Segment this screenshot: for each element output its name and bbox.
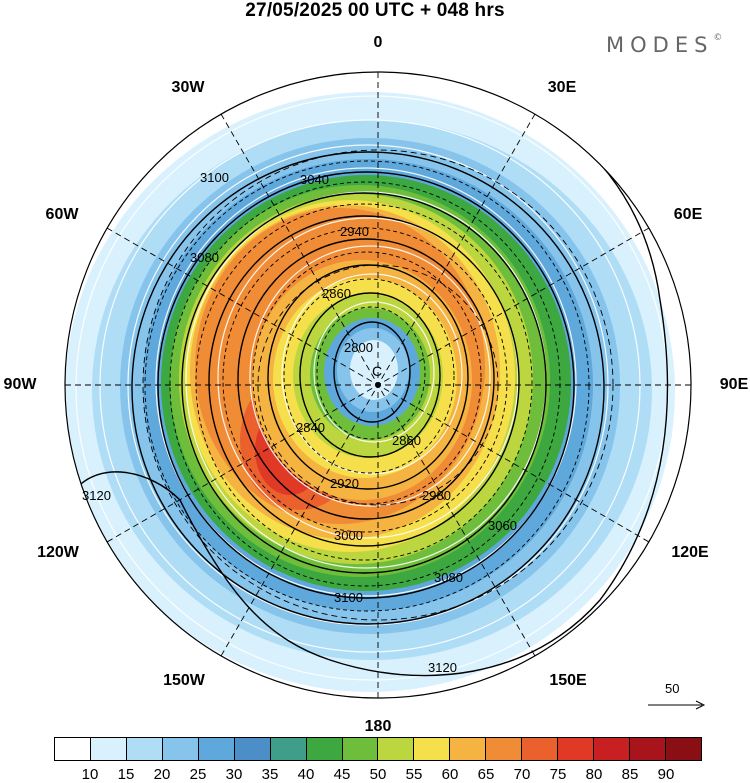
colorbar-swatch bbox=[55, 738, 91, 760]
colorbar-swatch bbox=[162, 738, 199, 760]
contour-label: 3000 bbox=[334, 528, 363, 543]
contour-label: 2800 bbox=[344, 340, 373, 355]
contour-label: 3080 bbox=[434, 570, 463, 585]
contour-value-labels: 3120 3120 3100 3100 3080 3080 3060 3040 … bbox=[82, 170, 517, 675]
colorbar-swatch bbox=[90, 738, 127, 760]
colorbar bbox=[54, 737, 702, 761]
contour-label: 3100 bbox=[334, 590, 363, 605]
colorbar-label: 85 bbox=[621, 766, 639, 783]
brand-logo: MODES© bbox=[606, 33, 722, 57]
colorbar-label: 55 bbox=[405, 766, 423, 783]
colorbar-label: 80 bbox=[585, 766, 603, 783]
lon-label-90e: 90E bbox=[719, 376, 749, 393]
lon-label-0: 0 bbox=[373, 34, 383, 51]
polar-map: C 3120 3120 3100 3100 3080 3080 3060 304… bbox=[64, 71, 692, 699]
lon-label-180: 180 bbox=[364, 718, 392, 735]
map-boundary bbox=[64, 71, 692, 699]
lon-label-150w: 150W bbox=[163, 672, 205, 689]
contour-label: 2860 bbox=[322, 286, 351, 301]
contour-label: 2860 bbox=[392, 433, 421, 448]
colorbar-swatch bbox=[234, 738, 271, 760]
colorbar-label: 60 bbox=[441, 766, 459, 783]
low-center-label: C bbox=[372, 363, 382, 379]
colorbar-label: 25 bbox=[189, 766, 207, 783]
lon-label-120w: 120W bbox=[37, 544, 79, 561]
colorbar-swatch bbox=[270, 738, 307, 760]
contour-label: 3100 bbox=[200, 170, 229, 185]
contour-label: 2840 bbox=[296, 420, 325, 435]
lon-label-150e: 150E bbox=[549, 672, 587, 689]
colorbar-swatch bbox=[486, 738, 523, 760]
contour-label: 3080 bbox=[190, 250, 219, 265]
contour-label: 3120 bbox=[82, 488, 111, 503]
colorbar-swatch bbox=[378, 738, 415, 760]
contour-label: 3060 bbox=[488, 518, 517, 533]
colorbar-swatch bbox=[630, 738, 666, 760]
lon-label-60w: 60W bbox=[45, 206, 79, 223]
colorbar-swatch bbox=[198, 738, 235, 760]
reference-vector-label: 50 bbox=[665, 681, 680, 696]
contour-label: 3040 bbox=[300, 172, 329, 187]
colorbar-swatch bbox=[450, 738, 487, 760]
colorbar-label: 10 bbox=[81, 766, 99, 783]
colorbar-label: 45 bbox=[333, 766, 351, 783]
map-title: 27/05/2025 00 UTC + 048 hrs bbox=[245, 0, 505, 21]
colorbar-label: 70 bbox=[513, 766, 531, 783]
lon-label-90w: 90W bbox=[3, 376, 37, 393]
lon-label-120e: 120E bbox=[671, 544, 709, 561]
lon-label-60e: 60E bbox=[673, 206, 703, 223]
colorbar-swatch bbox=[306, 738, 343, 760]
colorbar-label: 35 bbox=[261, 766, 279, 783]
colorbar-swatch bbox=[342, 738, 379, 760]
lon-label-30e: 30E bbox=[547, 79, 577, 96]
colorbar-label: 90 bbox=[657, 766, 675, 783]
colorbar-swatch bbox=[558, 738, 595, 760]
colorbar-swatch bbox=[126, 738, 163, 760]
colorbar-label: 65 bbox=[477, 766, 495, 783]
colorbar-label: 15 bbox=[117, 766, 135, 783]
contour-label: 2940 bbox=[340, 224, 369, 239]
contour-label: 3120 bbox=[428, 660, 457, 675]
colorbar-swatch bbox=[522, 738, 559, 760]
height-contours-dashed bbox=[144, 160, 590, 612]
lon-label-30w: 30W bbox=[171, 79, 205, 96]
brand-mark: © bbox=[713, 33, 723, 43]
colorbar-swatch bbox=[414, 738, 451, 760]
colorbar-label: 30 bbox=[225, 766, 243, 783]
contour-label: 2920 bbox=[330, 476, 359, 491]
contour-label: 2980 bbox=[422, 488, 451, 503]
height-contours bbox=[74, 72, 669, 677]
colorbar-label: 50 bbox=[369, 766, 387, 783]
reference-vector-arrow bbox=[648, 700, 706, 710]
colorbar-label: 75 bbox=[549, 766, 567, 783]
colorbar-swatch bbox=[594, 738, 630, 760]
brand-text: MODES bbox=[606, 33, 714, 57]
colorbar-label: 20 bbox=[153, 766, 171, 783]
pole-dot bbox=[375, 382, 381, 388]
colorbar-label: 40 bbox=[297, 766, 315, 783]
colorbar-swatch bbox=[665, 738, 701, 760]
